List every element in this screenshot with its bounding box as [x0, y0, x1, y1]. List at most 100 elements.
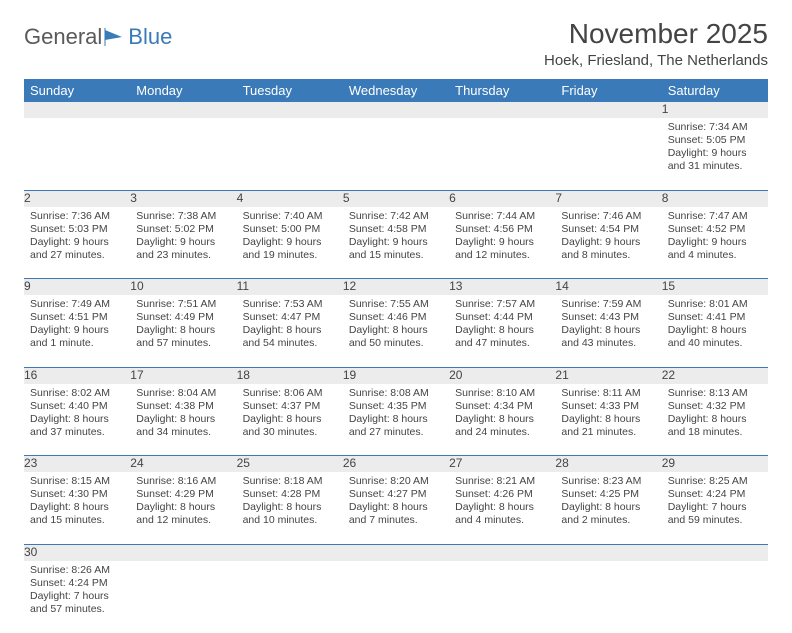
day-cell: Sunrise: 8:21 AMSunset: 4:26 PMDaylight:…: [449, 472, 555, 544]
detail-line: Daylight: 8 hours: [30, 501, 124, 514]
day-number: 17: [130, 368, 236, 384]
detail-line: Sunset: 4:35 PM: [349, 400, 443, 413]
detail-line: Daylight: 9 hours: [668, 236, 762, 249]
detail-line: and 27 minutes.: [30, 249, 124, 262]
detail-line: Daylight: 8 hours: [455, 413, 549, 426]
day-number: 1: [662, 102, 768, 118]
logo-flag-icon: [104, 28, 126, 46]
logo-text-2: Blue: [128, 24, 172, 50]
detail-line: Sunrise: 8:04 AM: [136, 387, 230, 400]
detail-line: and 43 minutes.: [561, 337, 655, 350]
detail-line: Daylight: 9 hours: [243, 236, 337, 249]
day-cell: Sunrise: 8:08 AMSunset: 4:35 PMDaylight:…: [343, 384, 449, 456]
detail-line: Daylight: 8 hours: [561, 501, 655, 514]
day-cell: Sunrise: 7:34 AMSunset: 5:05 PMDaylight:…: [662, 118, 768, 190]
detail-line: Sunrise: 8:18 AM: [243, 475, 337, 488]
detail-line: Sunset: 4:33 PM: [561, 400, 655, 413]
empty-cell: [343, 118, 449, 190]
detail-line: Daylight: 8 hours: [349, 324, 443, 337]
detail-line: Daylight: 8 hours: [668, 324, 762, 337]
detail-line: Sunrise: 7:51 AM: [136, 298, 230, 311]
detail-line: and 37 minutes.: [30, 426, 124, 439]
day-cell: Sunrise: 8:06 AMSunset: 4:37 PMDaylight:…: [237, 384, 343, 456]
detail-line: Daylight: 7 hours: [668, 501, 762, 514]
empty-cell: [237, 118, 343, 190]
day-number: 6: [449, 191, 555, 207]
day-number: 20: [449, 368, 555, 384]
details-row: Sunrise: 8:15 AMSunset: 4:30 PMDaylight:…: [24, 472, 768, 544]
detail-line: Sunrise: 7:46 AM: [561, 210, 655, 223]
day-details: Sunrise: 7:49 AMSunset: 4:51 PMDaylight:…: [24, 295, 130, 357]
detail-line: Daylight: 8 hours: [243, 413, 337, 426]
empty-cell: [130, 118, 236, 190]
day-cell: Sunrise: 7:44 AMSunset: 4:56 PMDaylight:…: [449, 207, 555, 279]
empty-day-number: [237, 102, 343, 118]
day-details: Sunrise: 7:59 AMSunset: 4:43 PMDaylight:…: [555, 295, 661, 357]
detail-line: Sunset: 4:46 PM: [349, 311, 443, 324]
day-cell: Sunrise: 7:59 AMSunset: 4:43 PMDaylight:…: [555, 295, 661, 367]
detail-line: Daylight: 8 hours: [30, 413, 124, 426]
detail-line: and 4 minutes.: [668, 249, 762, 262]
detail-line: Sunset: 5:03 PM: [30, 223, 124, 236]
detail-line: Sunrise: 7:42 AM: [349, 210, 443, 223]
detail-line: Sunset: 4:47 PM: [243, 311, 337, 324]
day-number: 30: [24, 545, 130, 561]
detail-line: Sunset: 4:49 PM: [136, 311, 230, 324]
detail-line: Sunset: 4:44 PM: [455, 311, 549, 324]
day-details: Sunrise: 8:21 AMSunset: 4:26 PMDaylight:…: [449, 472, 555, 534]
empty-day-number: [555, 545, 661, 561]
detail-line: Daylight: 8 hours: [668, 413, 762, 426]
day-details: Sunrise: 7:44 AMSunset: 4:56 PMDaylight:…: [449, 207, 555, 269]
day-details: Sunrise: 8:02 AMSunset: 4:40 PMDaylight:…: [24, 384, 130, 446]
detail-line: Sunrise: 8:01 AM: [668, 298, 762, 311]
day-details: Sunrise: 8:26 AMSunset: 4:24 PMDaylight:…: [24, 561, 130, 623]
empty-cell: [343, 561, 449, 633]
detail-line: and 50 minutes.: [349, 337, 443, 350]
day-details: Sunrise: 7:51 AMSunset: 4:49 PMDaylight:…: [130, 295, 236, 357]
empty-day-number: [662, 545, 768, 561]
day-header-row: SundayMondayTuesdayWednesdayThursdayFrid…: [24, 79, 768, 102]
detail-line: and 15 minutes.: [349, 249, 443, 262]
detail-line: Daylight: 9 hours: [561, 236, 655, 249]
detail-line: Daylight: 9 hours: [136, 236, 230, 249]
detail-line: and 7 minutes.: [349, 514, 443, 527]
day-number: 2: [24, 191, 130, 207]
detail-line: Daylight: 9 hours: [349, 236, 443, 249]
empty-day-number: [343, 102, 449, 118]
day-header: Tuesday: [237, 79, 343, 102]
detail-line: Sunrise: 7:47 AM: [668, 210, 762, 223]
daynum-row: 16171819202122: [24, 368, 768, 384]
day-cell: Sunrise: 7:47 AMSunset: 4:52 PMDaylight:…: [662, 207, 768, 279]
detail-line: Sunrise: 8:10 AM: [455, 387, 549, 400]
day-number: 14: [555, 279, 661, 295]
day-details: Sunrise: 8:04 AMSunset: 4:38 PMDaylight:…: [130, 384, 236, 446]
detail-line: and 1 minute.: [30, 337, 124, 350]
detail-line: Sunrise: 7:55 AM: [349, 298, 443, 311]
detail-line: and 21 minutes.: [561, 426, 655, 439]
day-cell: Sunrise: 8:01 AMSunset: 4:41 PMDaylight:…: [662, 295, 768, 367]
detail-line: Sunrise: 8:21 AM: [455, 475, 549, 488]
day-number: 10: [130, 279, 236, 295]
day-number: 24: [130, 456, 236, 472]
detail-line: Sunrise: 8:13 AM: [668, 387, 762, 400]
day-details: Sunrise: 7:40 AMSunset: 5:00 PMDaylight:…: [237, 207, 343, 269]
detail-line: Sunset: 4:40 PM: [30, 400, 124, 413]
day-cell: Sunrise: 7:38 AMSunset: 5:02 PMDaylight:…: [130, 207, 236, 279]
day-details: Sunrise: 8:13 AMSunset: 4:32 PMDaylight:…: [662, 384, 768, 446]
detail-line: and 10 minutes.: [243, 514, 337, 527]
day-number: 29: [662, 456, 768, 472]
detail-line: Daylight: 8 hours: [561, 324, 655, 337]
day-number: 8: [662, 191, 768, 207]
daynum-row: 30: [24, 545, 768, 561]
day-details: Sunrise: 8:18 AMSunset: 4:28 PMDaylight:…: [237, 472, 343, 534]
detail-line: Sunset: 4:30 PM: [30, 488, 124, 501]
day-cell: Sunrise: 8:15 AMSunset: 4:30 PMDaylight:…: [24, 472, 130, 544]
empty-cell: [449, 118, 555, 190]
empty-cell: [24, 118, 130, 190]
detail-line: Daylight: 9 hours: [30, 324, 124, 337]
detail-line: Sunrise: 7:36 AM: [30, 210, 124, 223]
day-cell: Sunrise: 8:18 AMSunset: 4:28 PMDaylight:…: [237, 472, 343, 544]
day-cell: Sunrise: 7:40 AMSunset: 5:00 PMDaylight:…: [237, 207, 343, 279]
day-header: Saturday: [662, 79, 768, 102]
day-number: 4: [237, 191, 343, 207]
